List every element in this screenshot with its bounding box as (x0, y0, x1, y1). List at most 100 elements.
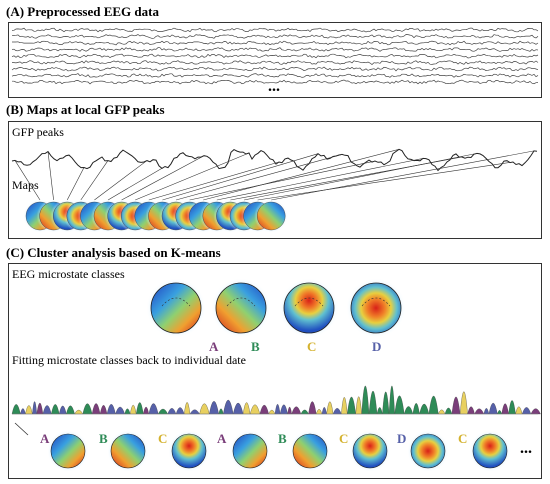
fit-segment (175, 407, 185, 415)
fit-segment (412, 403, 420, 415)
section-b-title: (B) Maps at local GFP peaks (6, 102, 165, 117)
fit-segment (347, 396, 356, 415)
seq-letter: B (99, 431, 108, 446)
fit-segment (451, 396, 461, 415)
class-letter-b: B (251, 339, 260, 354)
fit-segment (332, 408, 342, 415)
peak-connector (189, 160, 376, 201)
gfp-line (11, 148, 538, 172)
fit-segment (136, 402, 144, 415)
fit-segment (268, 409, 276, 415)
eeg-traces (11, 27, 539, 85)
class-topomap (215, 282, 267, 334)
eeg-trace-line (11, 27, 539, 33)
peak-connector (66, 167, 85, 201)
sequence-topomap (110, 433, 146, 469)
eeg-trace-line (12, 40, 539, 46)
fit-segment (184, 402, 191, 415)
fit-segment (20, 408, 26, 415)
peak-connector (216, 158, 424, 201)
fit-segment (459, 391, 468, 415)
eeg-trace-line (11, 73, 539, 78)
fit-segment (11, 404, 21, 415)
fit-segment (515, 406, 523, 415)
fit-segment (419, 403, 430, 415)
gfp-maps (23, 199, 289, 233)
fit-segment (321, 407, 327, 415)
fit-pointer (14, 422, 29, 436)
fit-segment (382, 391, 390, 415)
fit-segment (361, 386, 370, 415)
fit-segment (530, 408, 541, 415)
fit-segment (394, 395, 405, 415)
fit-segment (326, 401, 334, 415)
class-map-contour (294, 297, 324, 307)
class-map-contour (361, 297, 391, 307)
class-map-contour (226, 297, 256, 307)
fit-segment (143, 406, 149, 415)
class-letter-a: A (209, 339, 219, 354)
seq-letter: B (278, 431, 287, 446)
peak-connector (243, 153, 478, 201)
eeg-trace-line (11, 66, 539, 72)
fit-segment (199, 403, 210, 415)
fit-segment (287, 406, 292, 415)
gfp-trace (11, 148, 538, 201)
fit-segment (66, 405, 75, 415)
fit-segment (501, 403, 509, 415)
fit-segment (82, 403, 93, 415)
fit-segment (488, 402, 498, 415)
fit-segment (428, 395, 439, 415)
fit-segment (291, 406, 302, 415)
eeg-trace-line (11, 47, 539, 52)
fit-segment (444, 407, 453, 415)
class-letter-c: C (307, 339, 317, 354)
fit-segment (483, 408, 490, 415)
eeg-data-panel (8, 22, 542, 98)
fit-segment (130, 404, 137, 415)
fit-segment (368, 391, 378, 415)
fitting-label: Fitting microstate classes back to indiv… (12, 353, 246, 367)
fit-segment (376, 407, 383, 415)
fit-segment (233, 402, 244, 415)
fit-segment (223, 399, 234, 415)
fit-segment (249, 404, 261, 415)
seq-letter: C (158, 431, 168, 446)
fit-segment (259, 404, 269, 415)
peak-connector (257, 161, 514, 201)
fit-segment (51, 404, 60, 415)
peak-connector (135, 152, 250, 201)
fit-segment (308, 401, 317, 415)
fit-segment (189, 409, 200, 415)
peak-connector (175, 154, 343, 201)
fit-segment (148, 403, 159, 415)
classes-label: EEG microstate classes (12, 267, 125, 281)
peak-connector (271, 150, 535, 201)
sequence-topomap (352, 433, 388, 469)
sequence-topomap (410, 433, 446, 469)
fit-segment (115, 406, 125, 415)
sequence-topomap (472, 433, 508, 469)
peak-connector (148, 161, 280, 201)
peak-connector (203, 149, 400, 201)
section-a-title: (A) Preprocessed EEG data (6, 4, 159, 19)
fit-segment (242, 402, 251, 415)
seq-letter: A (40, 431, 50, 446)
class-topomap (350, 282, 402, 334)
fit-segment (36, 402, 44, 415)
maps-label: Maps (12, 178, 39, 192)
peak-connector (162, 153, 319, 201)
fit-segment (467, 406, 475, 415)
fit-segment (300, 409, 309, 415)
fit-segment (124, 408, 131, 415)
fit-segment (25, 405, 33, 415)
sequence-topomap (171, 433, 207, 469)
fit-segment (341, 397, 348, 415)
microstate-class-maps (146, 278, 406, 338)
peak-connector (14, 160, 41, 201)
peak-connector (80, 160, 109, 201)
fitted-sequence-trace (11, 386, 541, 436)
fit-segment (279, 404, 288, 415)
fit-segment (355, 396, 362, 415)
